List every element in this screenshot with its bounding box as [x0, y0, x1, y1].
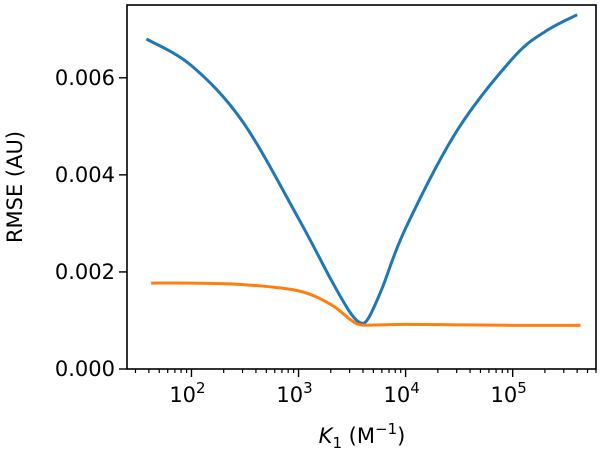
x-tick-label: 102: [169, 379, 205, 407]
x-tick-label: 103: [276, 379, 312, 407]
plot-area: [126, 4, 597, 370]
y-tick-label: 0.006: [55, 66, 115, 90]
y-axis-ticks: 0.000 0.002 0.004 0.006: [55, 66, 127, 381]
x-axis-label: K1 (M−1): [319, 420, 406, 451]
x-tick-label: 105: [491, 379, 527, 407]
x-tick-exponent: 5: [517, 379, 527, 397]
x-tick-exponent: 2: [196, 379, 206, 397]
y-axis-label: RMSE (AU): [3, 131, 27, 243]
x-tick-exponent: 4: [410, 379, 420, 397]
y-tick-label: 0.002: [55, 260, 115, 284]
plot-frame: [126, 4, 597, 370]
series-line-1: [145, 13, 578, 325]
series-line-2: [151, 281, 581, 327]
x-tick-label: 104: [383, 379, 419, 407]
series-layer: [145, 13, 581, 327]
y-tick-label: 0.000: [55, 357, 115, 381]
x-axis-ticks: 102 103 104 105: [134, 369, 597, 407]
y-tick-label: 0.004: [55, 163, 115, 187]
x-tick-exponent: 3: [303, 379, 313, 397]
